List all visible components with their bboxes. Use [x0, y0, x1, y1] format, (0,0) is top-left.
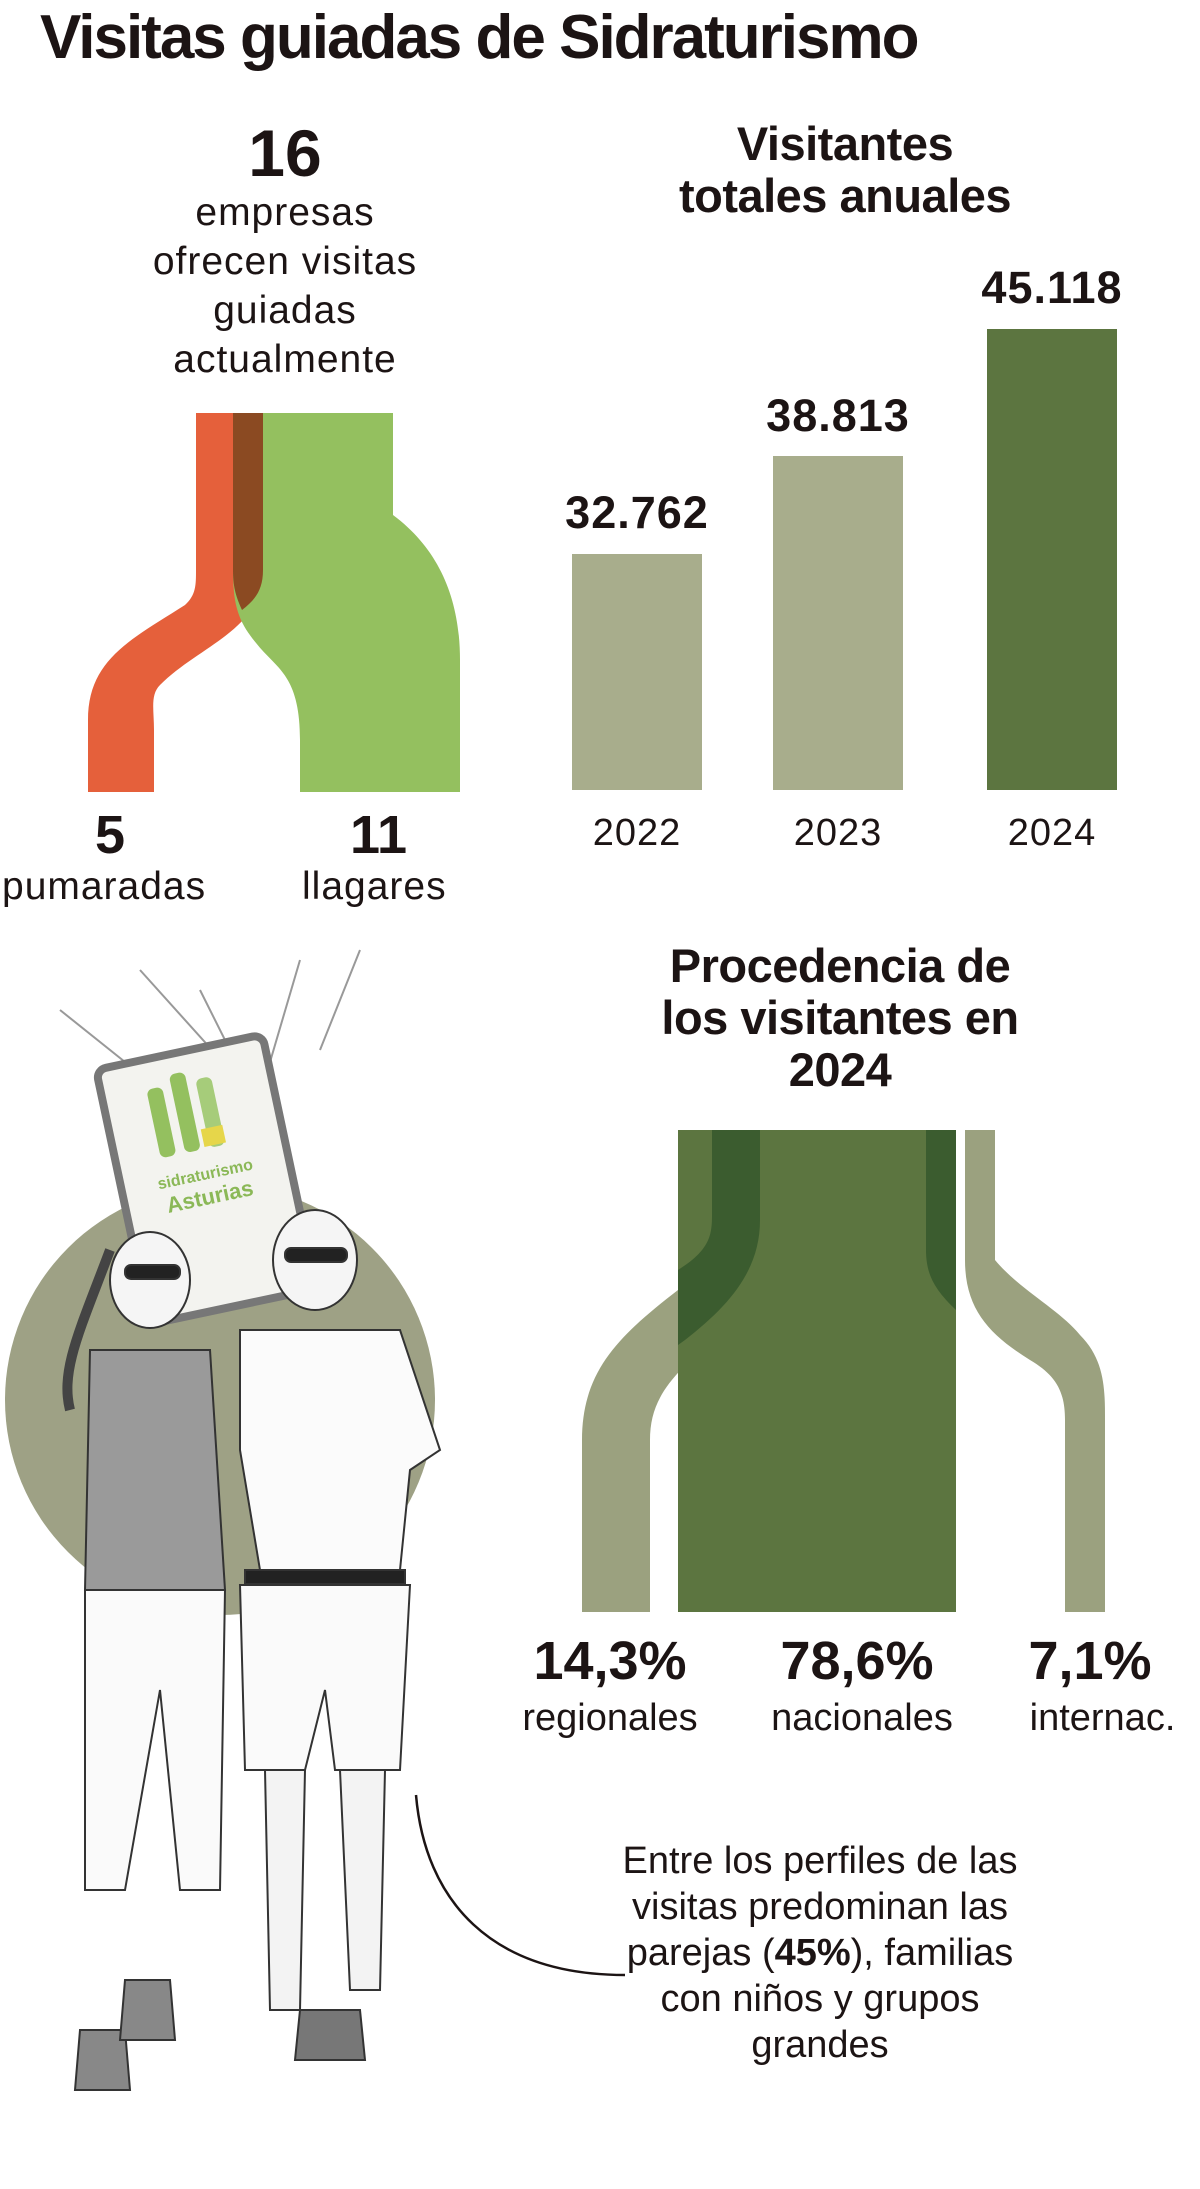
callout-connector: [414, 1794, 626, 1977]
man-hiker: [238, 1209, 442, 2061]
empresas-total: 16: [248, 116, 322, 190]
profiles-note: Entre los perfiles de las visitas predom…: [610, 1838, 1030, 2068]
woman-hiker: [62, 1231, 227, 2091]
sankey-flow-llagares: [233, 413, 460, 792]
sankey-flow-internac: [965, 1130, 1105, 1612]
bar-2022: [572, 554, 702, 790]
empresas-desc-3: guiadas: [213, 289, 357, 332]
visitantes-title: Visitantes totales anuales: [580, 118, 1110, 222]
procedencia-title-line-3: 2024: [788, 1043, 892, 1096]
bar-year-2023: 2023: [793, 812, 883, 854]
note-text-before: Entre los perfiles de las visitas predom…: [622, 1840, 1018, 1974]
pumaradas-label: pumaradas: [2, 865, 207, 908]
label-nacionales: nacionales: [771, 1697, 953, 1739]
pct-internac: 7,1%: [1028, 1631, 1152, 1691]
label-internac: internac.: [1029, 1697, 1176, 1739]
empresas-summary: 16 empresas ofrecen visitas guiadas actu…: [95, 118, 475, 384]
hikers-illustration: sidraturismo Asturias: [5, 949, 442, 2091]
bar-year-2022: 2022: [592, 812, 682, 854]
bar-value-2024: 45.118: [981, 262, 1123, 313]
tree-branches: [59, 949, 361, 1131]
pumaradas-value: 5: [95, 805, 126, 865]
visitantes-title-line-1: Visitantes: [736, 117, 954, 170]
bar-year-2024: 2024: [1007, 812, 1097, 854]
pct-nacionales: 78,6%: [780, 1631, 934, 1691]
empresas-desc-4: actualmente: [173, 338, 397, 381]
sankey-flow-pumaradas: [88, 413, 263, 792]
bar-2023: [773, 456, 903, 790]
sankey-overlap-left: [678, 1130, 760, 1345]
page-title: Visitas guiadas de Sidraturismo: [40, 3, 920, 72]
bar-value-2023: 38.813: [766, 390, 910, 441]
empresas-desc-1: empresas: [195, 191, 375, 234]
note-text-after: ), familias con niños y grupos grandes: [660, 1932, 1014, 2066]
bar-2024: [987, 329, 1117, 790]
procedencia-title: Procedencia de los visitantes en 2024: [590, 940, 1090, 1096]
sankey-overlap-right: [926, 1130, 956, 1310]
empresas-sankey: [88, 413, 460, 792]
empresas-desc-2: ofrecen visitas: [152, 240, 418, 283]
procedencia-title-line-1: Procedencia de: [669, 939, 1011, 992]
sankey-flow-overlap: [233, 413, 263, 610]
llagares-label: llagares: [302, 865, 447, 908]
llagares-value: 11: [350, 805, 408, 865]
visitantes-title-line-2: totales anuales: [678, 169, 1012, 222]
label-regionales: regionales: [522, 1697, 698, 1739]
procedencia-sankey: [582, 1130, 1105, 1612]
procedencia-title-line-2: los visitantes en: [661, 991, 1019, 1044]
note-highlight: 45%: [774, 1932, 851, 1974]
bar-value-2022: 32.762: [565, 487, 709, 538]
pct-regionales: 14,3%: [533, 1631, 687, 1691]
